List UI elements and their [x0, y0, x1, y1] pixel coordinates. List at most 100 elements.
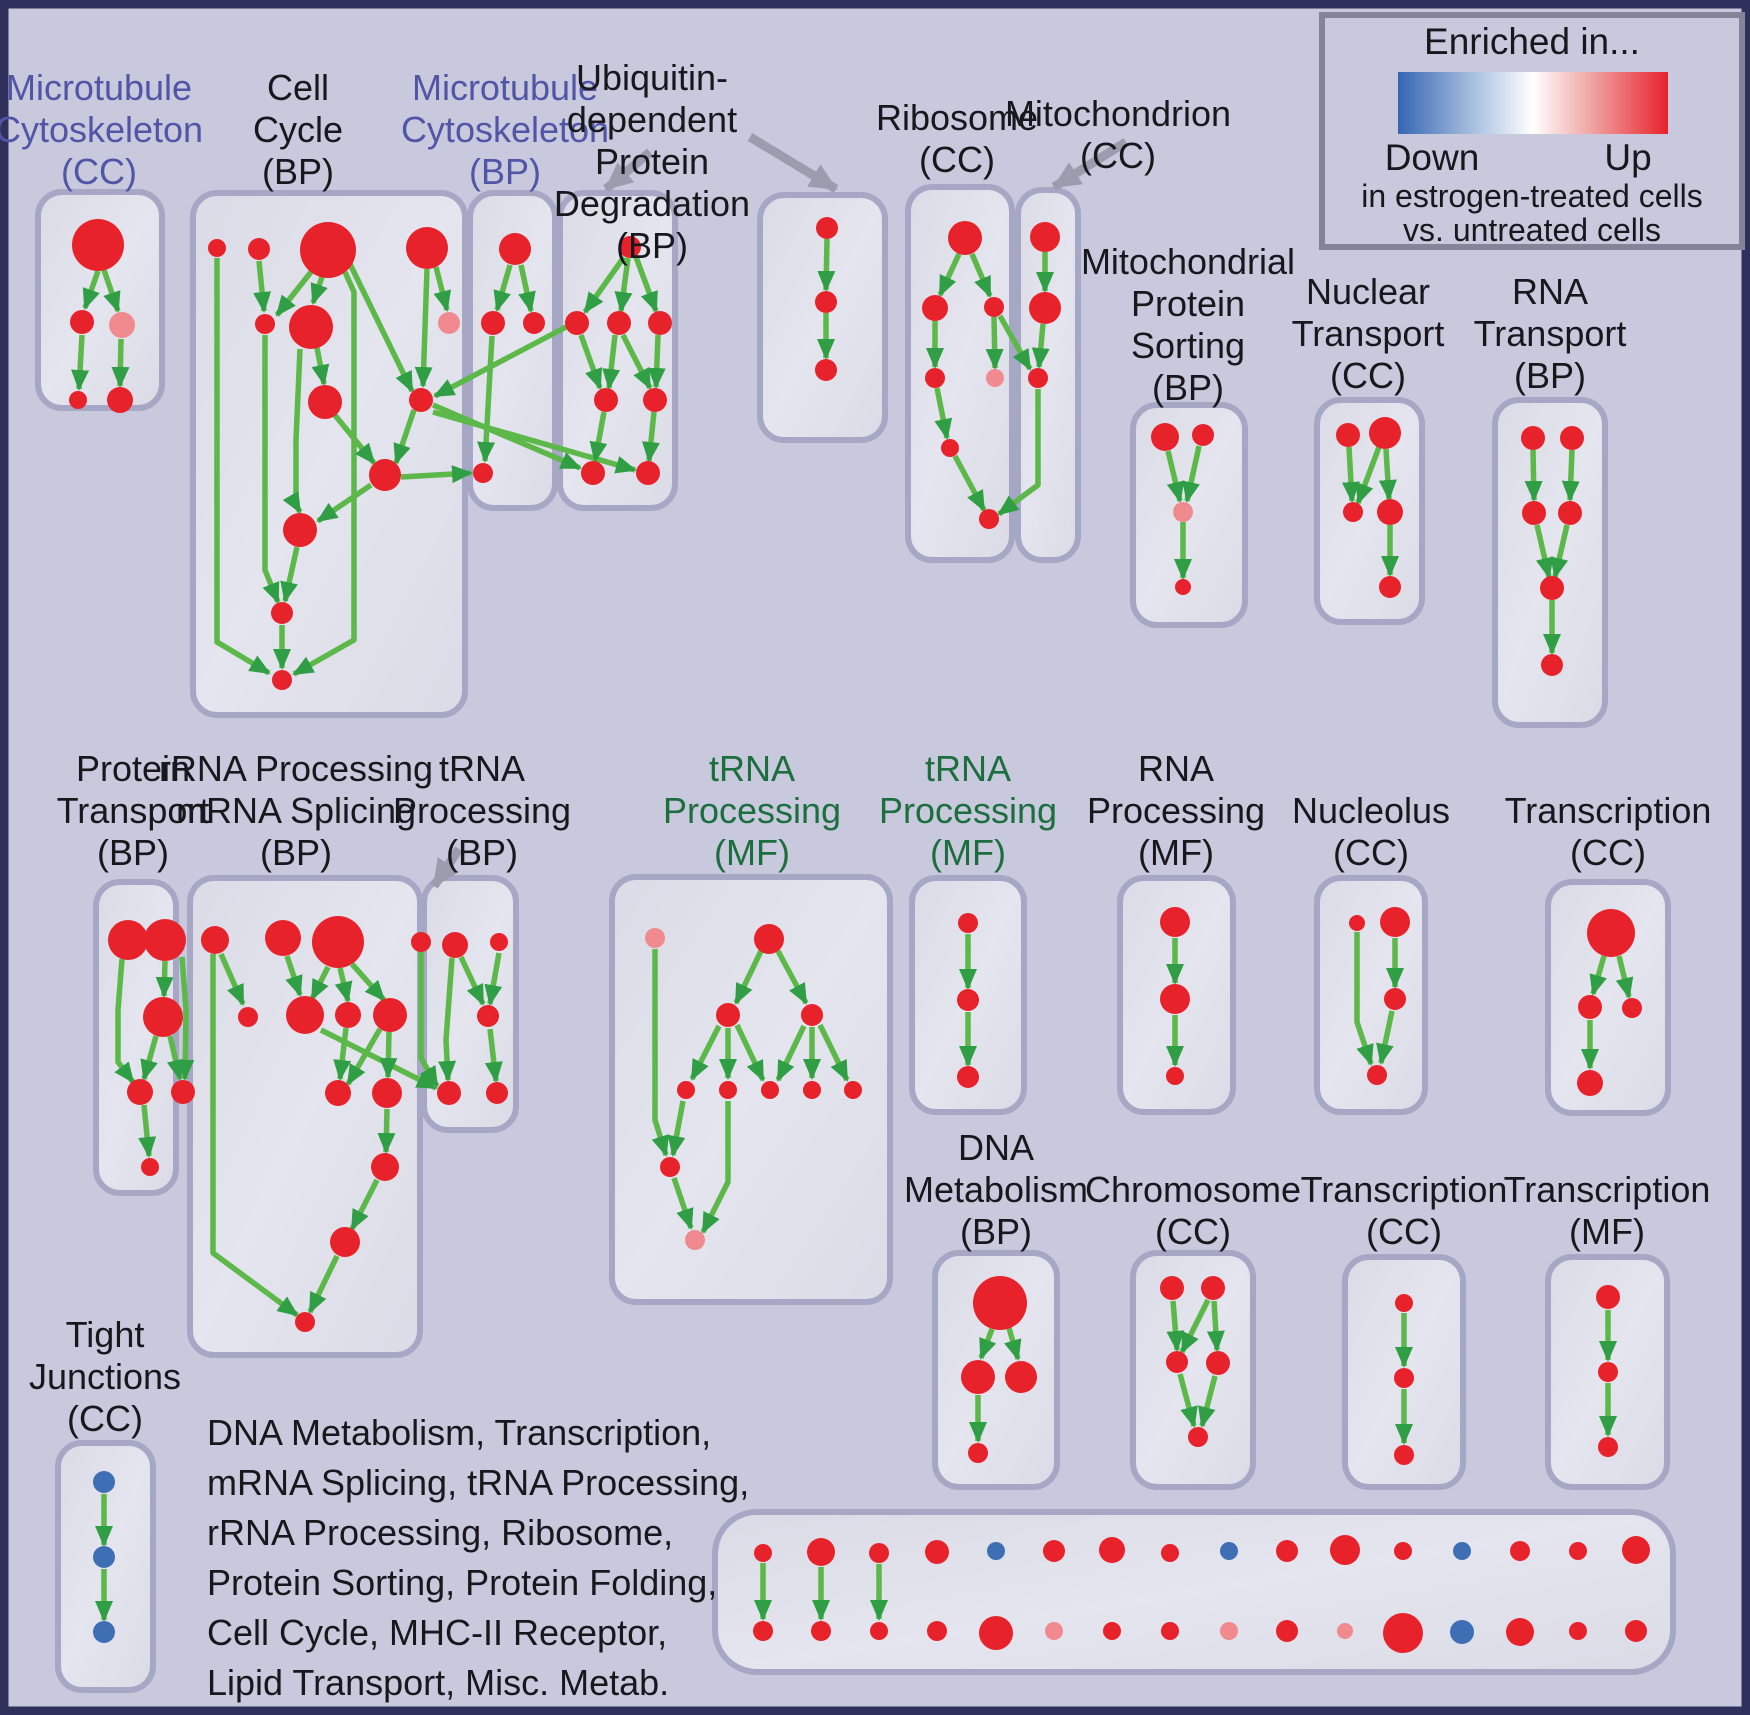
- node-nuclear-transport-cc-2: [1369, 417, 1401, 449]
- node-rna-transport-bp-2: [1560, 426, 1584, 450]
- node-rrna-processing-mrna-splicing-bp-12: [330, 1227, 360, 1257]
- node-cell-cycle-bp-7: [438, 312, 460, 334]
- node-chromosome-cc-4: [1206, 1351, 1230, 1375]
- edge-nuclear-transport-cc-1: [1341, 446, 1360, 503]
- node-miscellaneous-terms-1: [754, 1544, 772, 1562]
- label-pointer-arrow-3: [1051, 138, 1129, 191]
- edge-rrna-processing-mrna-splicing-bp-9: [345, 1027, 383, 1086]
- cluster-label-ribosome-cc-line1: Ribosome: [876, 97, 1038, 138]
- node-miscellaneous-terms-11: [1330, 1535, 1360, 1565]
- cluster-box-mitochondrion-cc: [1015, 187, 1081, 563]
- edge-cell-cycle-bp-15: [280, 546, 300, 603]
- node-protein-transport-bp-1: [108, 920, 148, 960]
- node-rrna-processing-mrna-splicing-bp-7: [335, 1002, 361, 1028]
- node-miscellaneous-terms-21: [979, 1616, 1013, 1650]
- node-microtubule-cytoskeleton-cc-5: [107, 387, 133, 413]
- node-miscellaneous-terms-24: [1161, 1622, 1179, 1640]
- node-rrna-processing-mrna-splicing-bp-5: [238, 1007, 258, 1027]
- edge-ribosome-cc-1: [937, 252, 962, 297]
- edge-trna-processing-mf-large-10: [667, 1100, 686, 1157]
- cluster-box-microtubule-cytoskeleton-cc: [35, 189, 165, 411]
- cluster-label-rna-transport-bp-line3: (BP): [1514, 355, 1586, 396]
- node-miscellaneous-terms-10: [1276, 1540, 1298, 1562]
- legend-down-label: Down: [1385, 137, 1480, 178]
- node-trna-processing-bp-2: [490, 933, 508, 951]
- node-mitochondrion-cc-1: [1030, 222, 1060, 252]
- node-miscellaneous-terms-25: [1220, 1622, 1238, 1640]
- cluster-box-chromosome-cc: [1130, 1250, 1256, 1490]
- cluster-label-ubiquitin-dependent-protein-degradation-bp-line4: Degradation: [554, 183, 750, 224]
- edge-chromosome-cc-3: [1206, 1300, 1225, 1352]
- edge-chromosome-cc-5: [1198, 1375, 1218, 1428]
- edge-ubiquitin-dependent-protein-degradation-bp-3: [633, 256, 659, 313]
- edge-nucleolus-cc-3: [1376, 1010, 1395, 1065]
- node-trna-processing-mf-large-11: [685, 1230, 705, 1250]
- cluster-label-nuclear-transport-cc-line2: Transport: [1292, 313, 1445, 354]
- node-cell-cycle-bp-8: [308, 385, 342, 419]
- node-cell-cycle-bp-5: [255, 314, 275, 334]
- node-trna-processing-mf-large-2: [754, 924, 784, 954]
- edge-protein-transport-bp-3: [140, 1035, 159, 1081]
- node-miscellaneous-terms-12: [1394, 1542, 1412, 1560]
- cluster-label-protein-transport-bp-line2: Transport: [57, 790, 210, 831]
- cluster-label-mitochondrion-cc-line2: (CC): [1080, 135, 1156, 176]
- node-ubiquitin-dependent-protein-degradation-bp-7: [581, 461, 605, 485]
- cluster-label-transcription-cc-row2-line1: Transcription: [1505, 790, 1712, 831]
- edge-nucleolus-cc-1: [1354, 932, 1374, 1066]
- node-dna-metabolism-bp-4: [968, 1443, 988, 1463]
- cluster-label-transcription-cc-row3-line1: Transcription: [1301, 1169, 1508, 1210]
- edge-cell-cycle-bp-19: [433, 324, 568, 399]
- node-rna-transport-bp-5: [1540, 576, 1564, 600]
- node-trna-processing-bp-4: [437, 1081, 461, 1105]
- edge-rrna-processing-mrna-splicing-bp-1: [218, 952, 246, 1006]
- cluster-box-protein-transport-bp: [93, 879, 179, 1196]
- node-protein-transport-bp-3: [143, 997, 183, 1037]
- node-trna-processing-mf-large-1: [645, 928, 665, 948]
- node-ubiquitin-dependent-protein-degradation-bp-8: [636, 461, 660, 485]
- cluster-label-ubiquitin-dependent-protein-degradation-bp-line1: Ubiquitin-: [576, 57, 728, 98]
- edge-ubiquitin-degradation-satellite-1: [817, 238, 836, 292]
- edge-trna-processing-mf-large-12: [700, 1101, 731, 1234]
- edge-cell-cycle-bp-14: [316, 482, 373, 524]
- edge-trna-processing-bp-4: [438, 957, 457, 1082]
- edge-cell-cycle-bp-2: [253, 260, 272, 313]
- node-mitochondrion-cc-2: [1029, 292, 1061, 324]
- node-trna-processing-bp-3: [477, 1005, 499, 1027]
- node-ubiquitin-dependent-protein-degradation-bp-2: [565, 311, 589, 335]
- edge-mitochondrial-protein-sorting-bp-1: [1165, 450, 1185, 503]
- edge-microtubule-cytoskeleton-cc-2: [101, 269, 121, 313]
- cluster-label-cell-cycle-bp-line2: Cycle: [253, 109, 343, 150]
- edge-ribosome-cc-4: [985, 316, 1004, 370]
- node-tight-junctions-cc-1: [93, 1471, 115, 1493]
- edge-protein-transport-bp-2: [155, 960, 174, 998]
- edge-rna-transport-bp-3: [1534, 524, 1554, 579]
- node-trna-processing-mf-small-2: [957, 989, 979, 1011]
- node-nucleolus-cc-4: [1367, 1065, 1387, 1085]
- legend-title: Enriched in...: [1424, 21, 1640, 62]
- edge-trna-processing-bp-3: [484, 1028, 503, 1083]
- node-nuclear-transport-cc-3: [1343, 502, 1363, 522]
- cluster-label-mitochondrial-protein-sorting-bp-line1: Mitochondrial: [1081, 241, 1295, 282]
- edge-rna-transport-bp-2: [1561, 449, 1580, 502]
- edge-rna-transport-bp-4: [1550, 524, 1570, 579]
- node-protein-transport-bp-2: [144, 919, 186, 961]
- nodes-layer: [69, 217, 1650, 1653]
- cluster-label-trna-processing-mf-large-line1: tRNA: [709, 748, 795, 789]
- grey-arrows-layer: [430, 133, 1129, 889]
- node-ubiquitin-dependent-protein-degradation-bp-6: [643, 388, 667, 412]
- node-trna-processing-mf-large-4: [801, 1004, 823, 1026]
- node-ubiquitin-dependent-protein-degradation-bp-4: [648, 311, 672, 335]
- node-ubiquitin-degradation-satellite-1: [816, 217, 838, 239]
- node-trna-processing-mf-large-9: [844, 1081, 862, 1099]
- node-tight-junctions-cc-2: [93, 1546, 115, 1568]
- edge-microtubule-cytoskeleton-cc-4: [111, 338, 130, 388]
- cluster-label-ubiquitin-dependent-protein-degradation-bp-line2: dependent: [567, 99, 737, 140]
- node-miscellaneous-terms-5: [987, 1542, 1005, 1560]
- cluster-label-mitochondrial-protein-sorting-bp-line3: Sorting: [1131, 325, 1245, 366]
- edge-ribosome-cc-5: [997, 314, 1033, 371]
- edge-cell-cycle-bp-7: [414, 268, 433, 388]
- edge-microtubule-cytoskeleton-bp-1: [493, 264, 513, 312]
- node-ribosome-cc-6: [941, 439, 959, 457]
- edge-cell-cycle-bp-8: [433, 266, 452, 312]
- node-miscellaneous-terms-17: [753, 1621, 773, 1641]
